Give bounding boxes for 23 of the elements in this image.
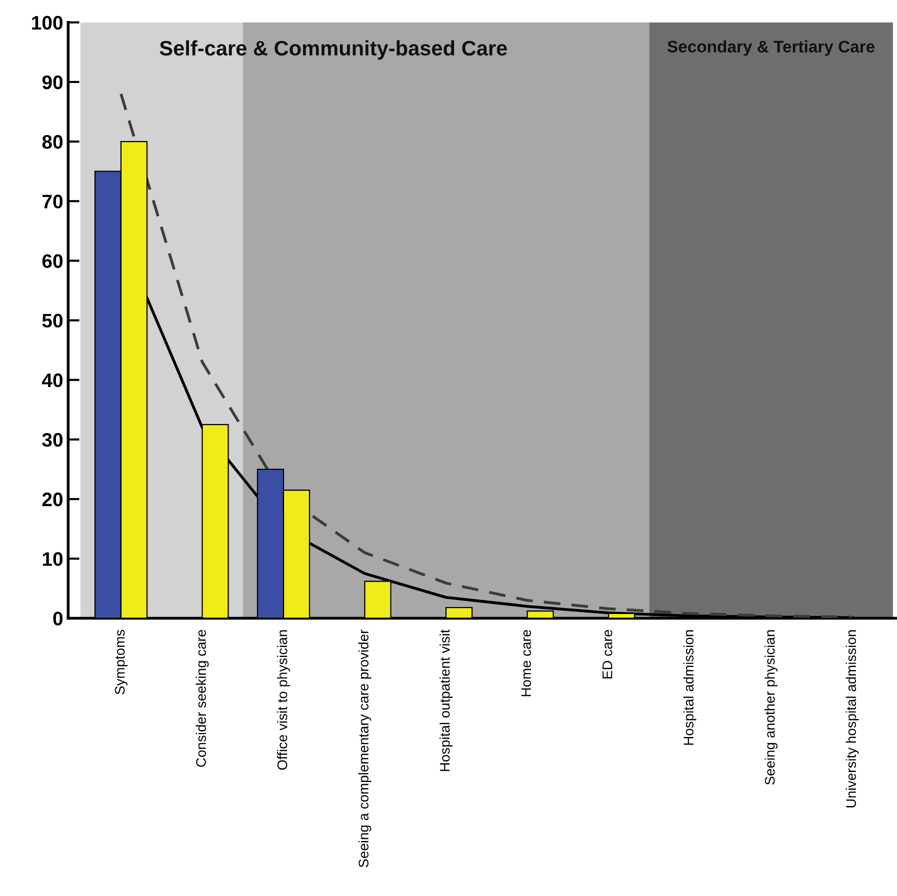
x-tick-label: Hospital outpatient visit	[440, 629, 452, 772]
y-tick-label: 20	[42, 492, 63, 506]
x-tick-label: Seeing another physician	[764, 630, 778, 785]
x-tick-label: ED care	[602, 630, 612, 678]
annotation: Self-care & Community-based Care	[160, 40, 507, 60]
x-tick-label: Hospital admission	[683, 630, 696, 745]
y-tick-label: 80	[42, 135, 63, 149]
x-tick-label: Office visit to physician	[277, 630, 290, 770]
y-tick-label: 0	[53, 612, 63, 626]
y-tick-label: 70	[42, 194, 63, 208]
band-label: Secondary & Tertiary Care	[667, 40, 875, 56]
y-tick-label: 40	[42, 373, 63, 388]
x-tick-label: University hospital admission	[846, 630, 859, 808]
y-tick-label: 30	[42, 432, 63, 447]
y-tick-label: 10	[42, 552, 63, 566]
x-tick-label: Symptoms	[114, 630, 128, 694]
x-tick-label: Seeing a complementary care provider	[358, 630, 372, 868]
y-tick-label: 90	[42, 75, 63, 90]
y-tick-label: 50	[42, 314, 63, 328]
y-tick-label: 60	[42, 254, 63, 268]
x-tick-label: Consider seeking care	[196, 630, 209, 767]
y-tick-label: 100	[32, 16, 63, 30]
x-tick-label: Home care	[521, 630, 532, 696]
